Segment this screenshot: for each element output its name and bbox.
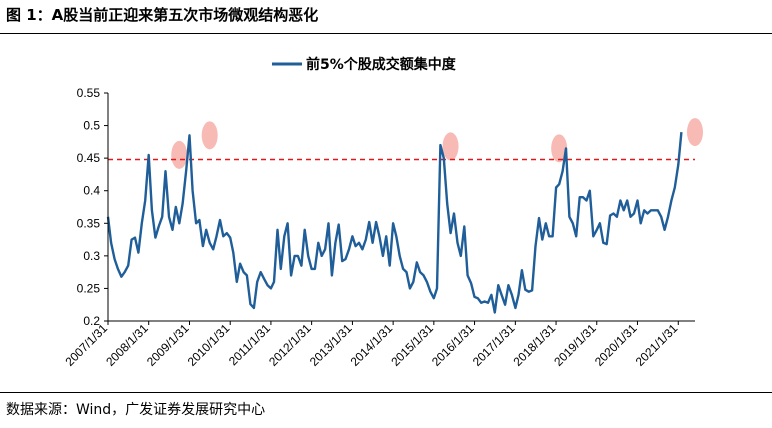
figure-title: 图 1：A股当前正迎来第五次市场微观结构恶化 [6, 6, 319, 24]
top-rule [0, 33, 772, 34]
x-tick-label: 2019/1/31 [551, 321, 599, 369]
x-tick-label: 2013/1/31 [307, 321, 355, 369]
peak-highlight-3 [442, 132, 459, 161]
peak-highlight-4 [551, 134, 568, 163]
x-tick-label: 2016/1/31 [429, 321, 477, 369]
x-tick-label: 2009/1/31 [144, 321, 192, 369]
y-tick-label: 0.25 [77, 281, 101, 295]
x-tick-label: 2014/1/31 [348, 321, 396, 369]
y-tick-label: 0.4 [83, 184, 100, 198]
x-tick-label: 2011/1/31 [226, 321, 273, 368]
y-tick-label: 0.3 [83, 249, 100, 263]
x-tick-label: 2020/1/31 [592, 321, 640, 369]
axes [107, 93, 695, 322]
y-tick-label: 0.45 [77, 151, 101, 165]
y-tick-label: 0.35 [77, 216, 101, 230]
x-tick-label: 2007/1/31 [62, 321, 110, 369]
series-line [106, 131, 683, 314]
x-tick-label: 2018/1/31 [511, 321, 559, 369]
y-tick-label: 0.55 [77, 86, 101, 100]
x-ticks: 2007/1/312008/1/312009/1/312010/1/312011… [62, 321, 680, 369]
peak-highlight-2 [201, 121, 218, 150]
x-tick-label: 2017/1/31 [470, 321, 518, 369]
x-tick-label: 2012/1/31 [266, 321, 314, 369]
legend-label: 前5%个股成交额集中度 [306, 56, 457, 73]
y-tick-label: 0.2 [83, 314, 100, 328]
peak-highlights [171, 118, 703, 169]
x-tick-label: 2015/1/31 [388, 321, 436, 369]
x-tick-label: 2021/1/31 [633, 321, 681, 369]
source-note: 数据来源：Wind，广发证券发展研究中心 [6, 402, 266, 418]
peak-highlight-1 [171, 140, 188, 169]
peak-highlight-5 [687, 118, 703, 147]
y-ticks: 0.2 0.25 0.3 0.35 0.4 0.45 0.5 0.55 [77, 86, 108, 328]
y-tick-label: 0.5 [83, 119, 100, 133]
bottom-rule [0, 392, 772, 393]
x-tick-label: 2010/1/31 [185, 321, 233, 369]
x-tick-label: 2008/1/31 [103, 321, 151, 369]
legend: 前5%个股成交额集中度 [272, 56, 457, 73]
